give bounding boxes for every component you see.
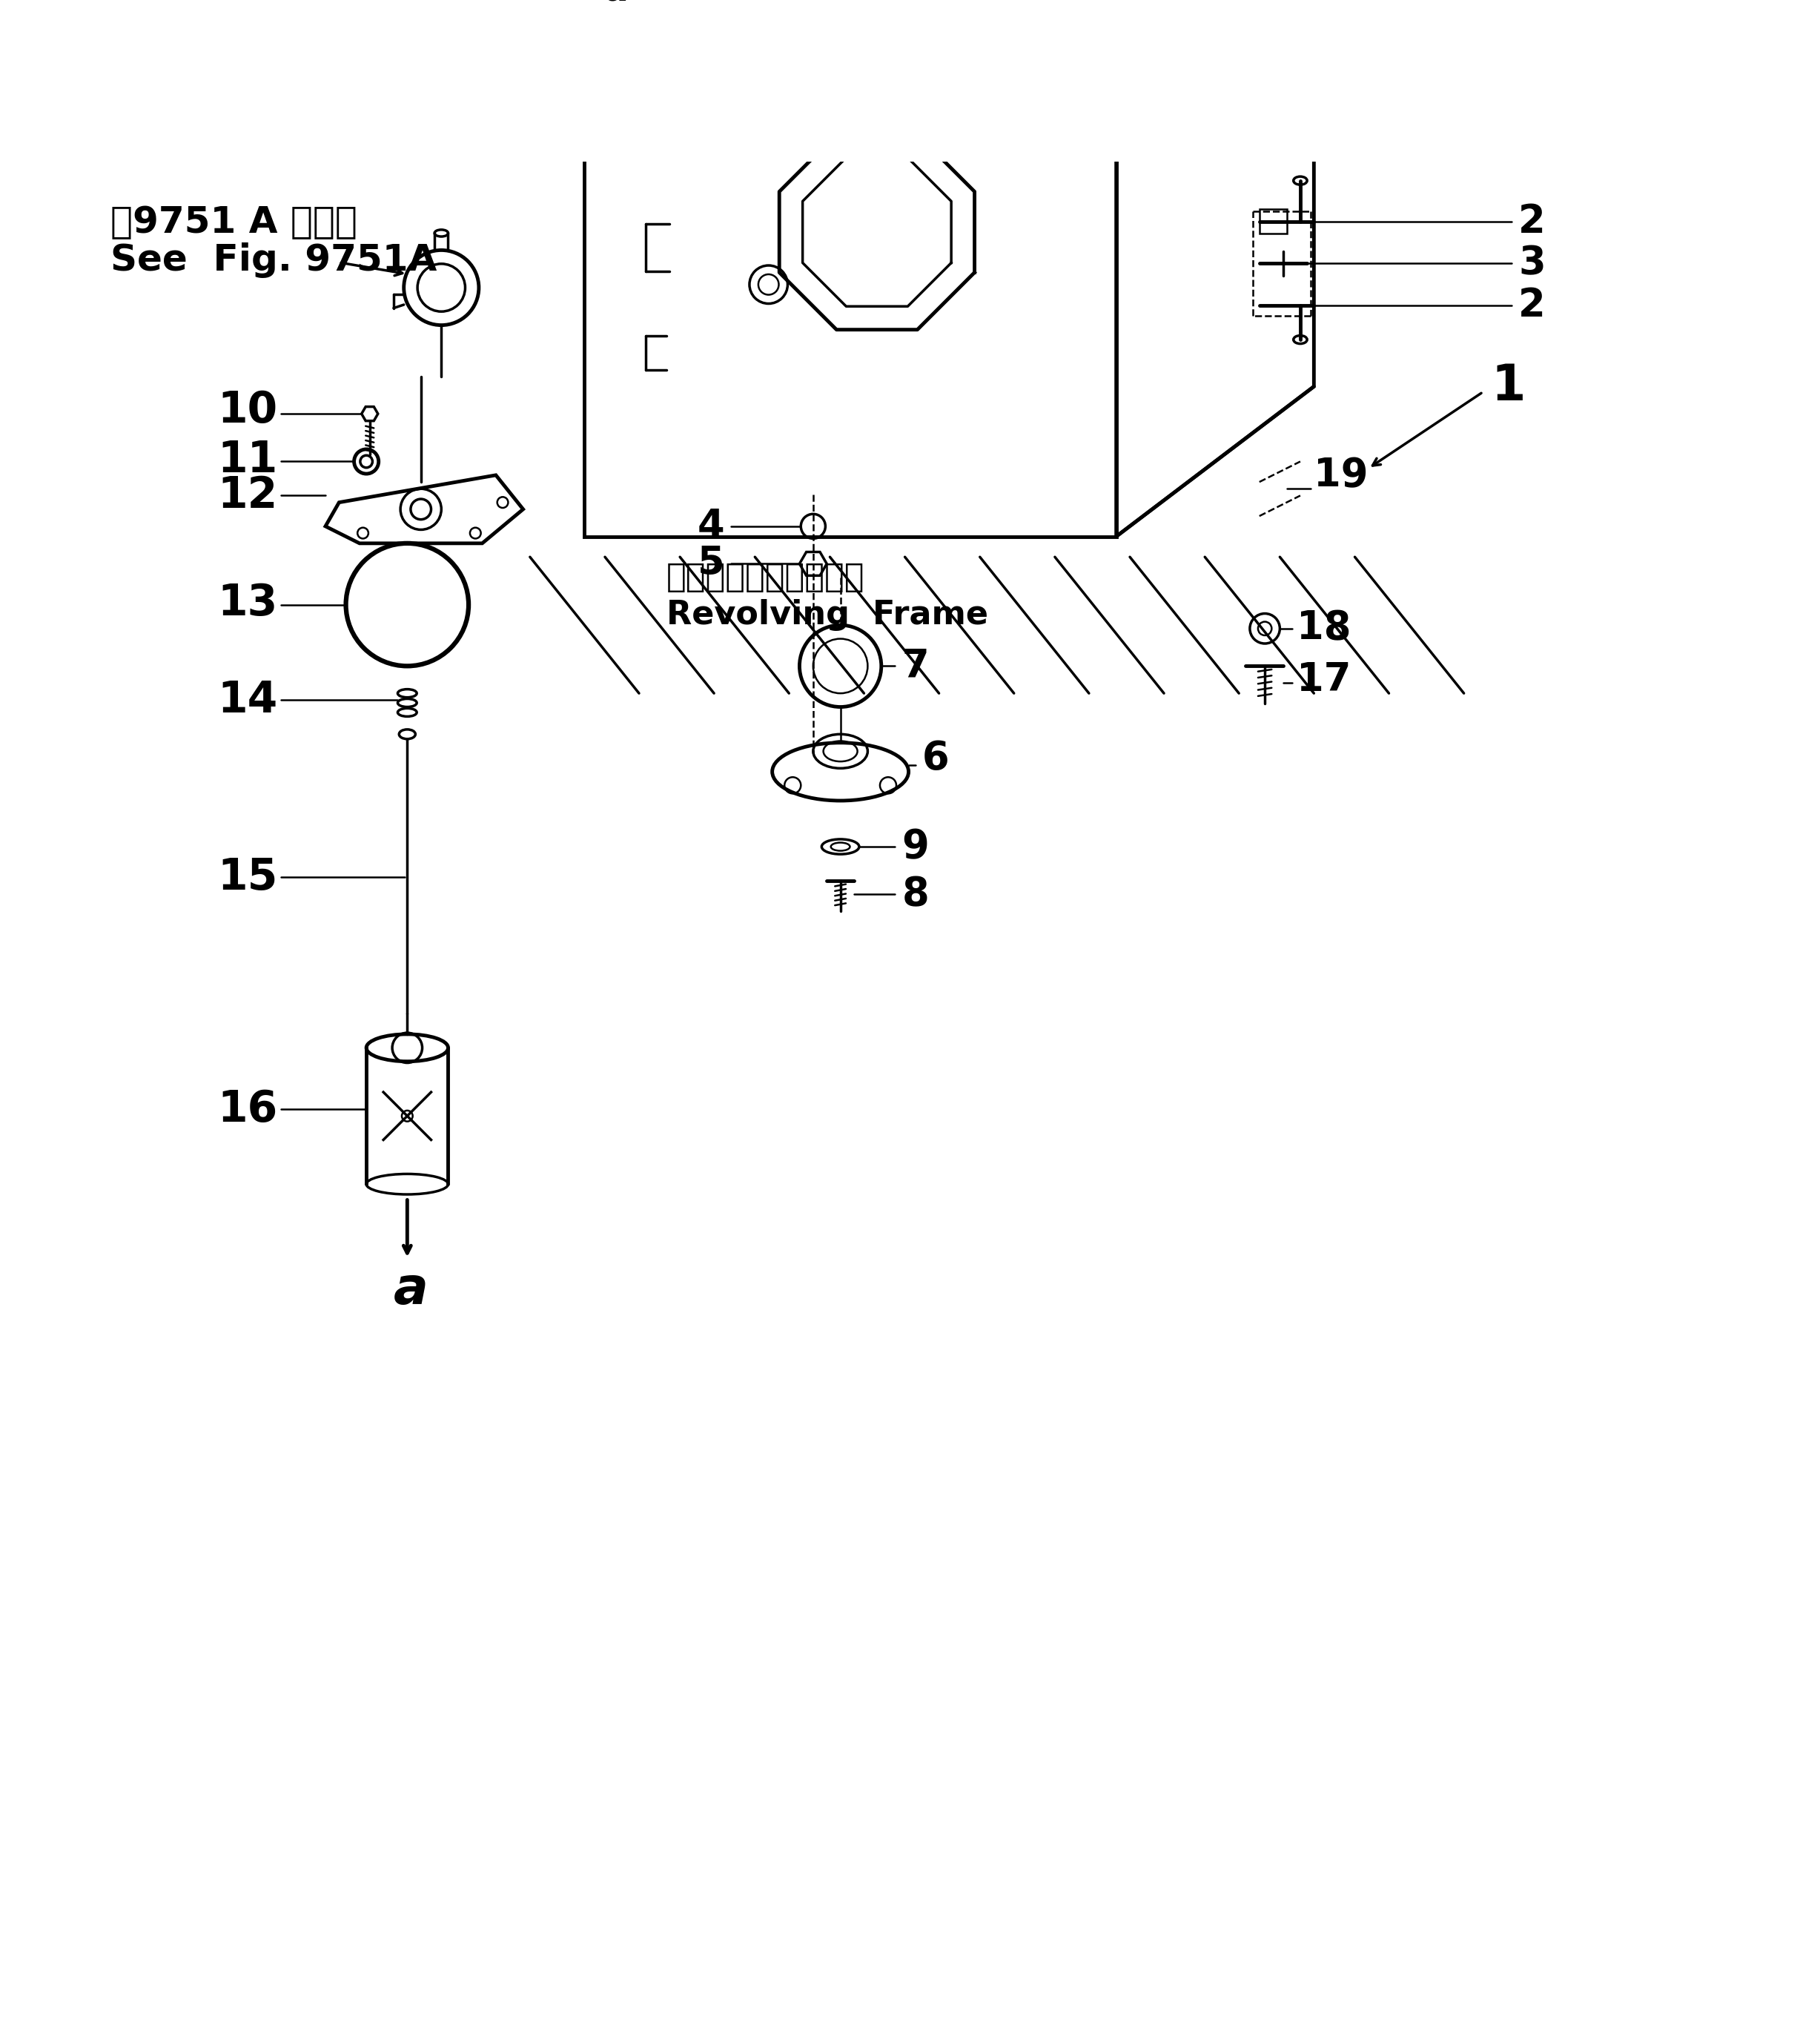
Text: 14: 14 <box>217 679 278 721</box>
Text: 6: 6 <box>923 740 950 778</box>
Text: レボルビングフレーム: レボルビングフレーム <box>666 562 864 594</box>
Text: 2: 2 <box>1518 287 1545 325</box>
Text: 5: 5 <box>697 544 724 582</box>
Text: 4: 4 <box>697 507 724 546</box>
Text: 16: 16 <box>217 1087 278 1130</box>
Text: 2: 2 <box>1518 202 1545 240</box>
Text: 17: 17 <box>1298 661 1352 699</box>
Text: 7: 7 <box>901 647 928 685</box>
Text: 11: 11 <box>217 439 278 481</box>
Text: 10: 10 <box>218 390 278 432</box>
Text: 3: 3 <box>1518 245 1545 283</box>
Text: 15: 15 <box>217 857 278 899</box>
Text: 第9751 A 図参照: 第9751 A 図参照 <box>111 204 357 240</box>
Bar <box>1259 210 1287 234</box>
Text: a: a <box>393 1265 428 1314</box>
Text: Revolving  Frame: Revolving Frame <box>666 598 988 631</box>
Text: 12: 12 <box>217 475 278 517</box>
Text: a: a <box>604 0 630 8</box>
Text: 1: 1 <box>1491 362 1525 410</box>
Text: 8: 8 <box>901 875 928 913</box>
Text: 19: 19 <box>1314 457 1369 495</box>
Text: 9: 9 <box>901 827 928 865</box>
Text: 18: 18 <box>1298 608 1352 649</box>
Text: See  Fig. 9751A: See Fig. 9751A <box>111 243 437 279</box>
Text: 13: 13 <box>217 582 278 624</box>
